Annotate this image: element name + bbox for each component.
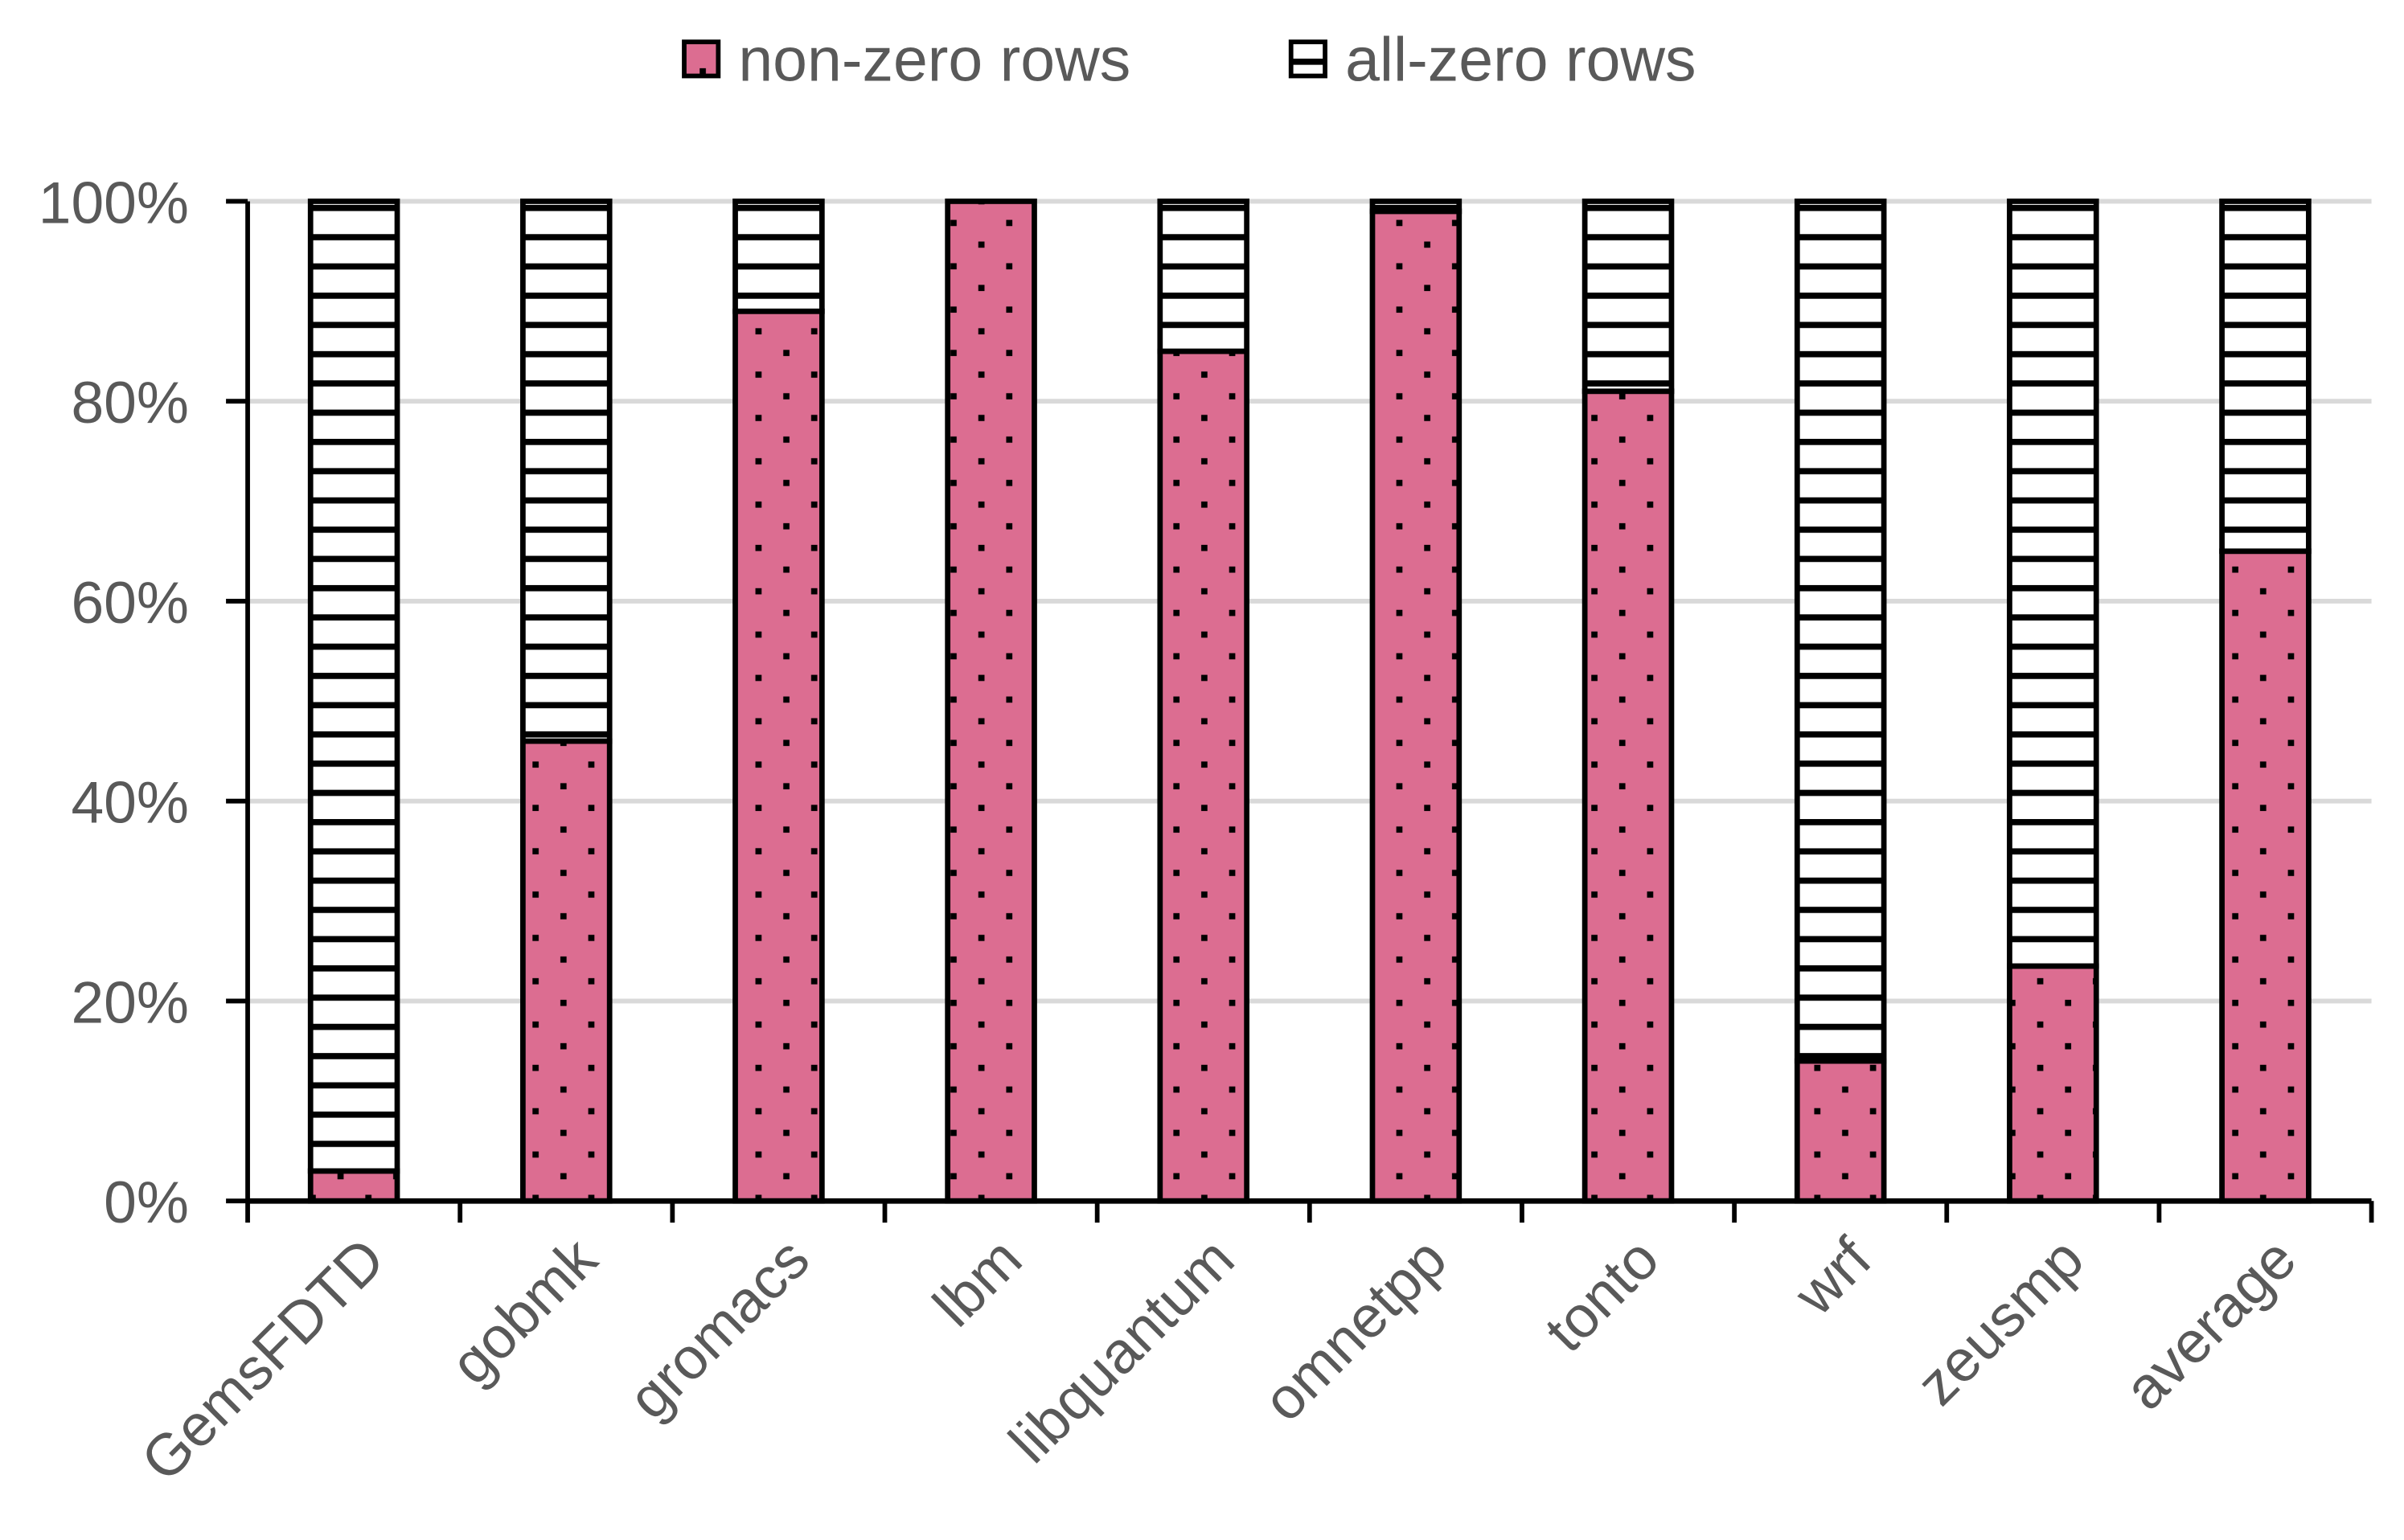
y-tick-label: 80%: [71, 370, 188, 436]
legend-swatch: [1288, 39, 1327, 79]
bar-dots: [1581, 388, 1675, 1204]
x-tick-label: gromacs: [616, 1226, 822, 1431]
bar-horizontal-lines: [307, 199, 400, 1174]
x-tick-label: tonto: [1532, 1226, 1672, 1365]
x-tick-label: lbm: [921, 1226, 1034, 1339]
bar-horizontal-lines: [732, 199, 825, 314]
x-tick-label: average: [2111, 1226, 2308, 1423]
legend: non-zero rows all-zero rows: [682, 25, 1696, 94]
x-tick-label: gobmk: [438, 1225, 610, 1397]
x-tick-label: wrf: [1781, 1225, 1884, 1328]
bar-dots: [1794, 1058, 1887, 1204]
y-tick-label: 40%: [71, 770, 188, 836]
y-tick-label: 60%: [71, 570, 188, 636]
bar-horizontal-lines: [519, 199, 613, 744]
legend-label: all-zero rows: [1345, 25, 1696, 94]
x-tick-label: GemsFDTD: [129, 1226, 397, 1494]
x-tick-label: zeusmp: [1904, 1226, 2096, 1418]
bar-dots: [732, 308, 825, 1204]
x-tick-label: omnetpp: [1250, 1226, 1458, 1434]
bar-horizontal-lines: [2219, 199, 2312, 555]
bar-horizontal-lines: [1369, 199, 1463, 215]
legend-label: non-zero rows: [738, 25, 1130, 94]
y-tick-label: 20%: [71, 969, 188, 1035]
bar-horizontal-lines: [2007, 199, 2099, 969]
bar-dots: [1369, 208, 1463, 1204]
bar-horizontal-lines: [1581, 199, 1675, 395]
y-tick-label: 100%: [39, 170, 189, 236]
bar-dots: [1157, 348, 1250, 1204]
bar-horizontal-lines: [1157, 199, 1250, 354]
y-tick-label: 0%: [104, 1169, 189, 1235]
x-tick-label: libquantum: [996, 1226, 1246, 1476]
bar-horizontal-lines: [1794, 199, 1887, 1064]
legend-swatch: [682, 39, 721, 79]
bar-dots: [2007, 963, 2099, 1204]
bar-dots: [2219, 548, 2312, 1204]
bar-dots: [519, 738, 613, 1204]
bar-dots: [945, 199, 1037, 1204]
bar-dots: [307, 1168, 400, 1204]
bars: [307, 199, 2312, 1204]
